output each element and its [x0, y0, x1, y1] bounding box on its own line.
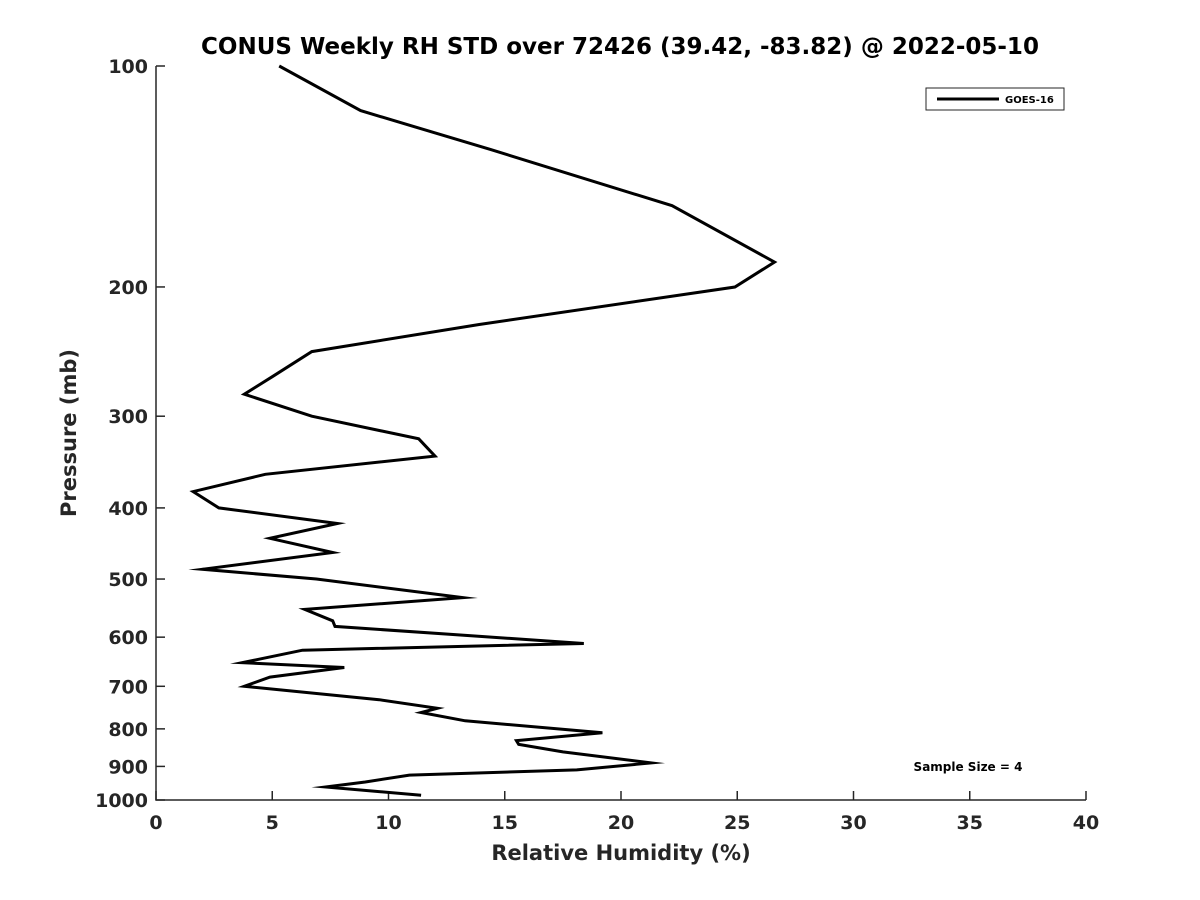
- x-tick-label: 30: [840, 812, 866, 834]
- x-tick-label: 5: [266, 812, 279, 834]
- y-tick-label: 400: [108, 498, 148, 520]
- y-tick-label: 700: [108, 676, 148, 698]
- y-tick-label: 900: [108, 756, 148, 778]
- x-tick-label: 20: [608, 812, 634, 834]
- x-tick-label: 10: [375, 812, 401, 834]
- x-axis-label: Relative Humidity (%): [491, 841, 750, 865]
- y-tick-label: 100: [108, 56, 148, 78]
- x-tick-label: 25: [724, 812, 750, 834]
- x-tick-label: 35: [957, 812, 983, 834]
- x-tick-label: 40: [1073, 812, 1099, 834]
- chart-title-group: CONUS Weekly RH STD over 72426 (39.42, -…: [201, 34, 1039, 60]
- sample-size-annotation: Sample Size = 4: [914, 760, 1023, 774]
- y-tick-label: 500: [108, 569, 148, 591]
- chart-title: CONUS Weekly RH STD over 72426 (39.42, -…: [201, 34, 1039, 60]
- y-tick-label: 1000: [95, 790, 148, 812]
- x-ticks: 0 5 10 15 20 25 30 35 40: [149, 791, 1099, 834]
- y-axis-label: Pressure (mb): [57, 349, 81, 517]
- x-tick-label: 0: [149, 812, 162, 834]
- y-tick-label: 200: [108, 277, 148, 299]
- y-tick-label: 600: [108, 627, 148, 649]
- legend: GOES-16: [925, 87, 1065, 111]
- x-tick-label: 15: [492, 812, 518, 834]
- y-ticks: 100 200 300 400 500 600 700 800 900 1000: [95, 56, 165, 812]
- legend-label-goes-16: GOES-16: [1005, 95, 1054, 106]
- series-layer: [188, 64, 778, 797]
- y-tick-label: 800: [108, 719, 148, 741]
- y-tick-label: 300: [108, 406, 148, 428]
- series-line-goes-16: [188, 64, 778, 797]
